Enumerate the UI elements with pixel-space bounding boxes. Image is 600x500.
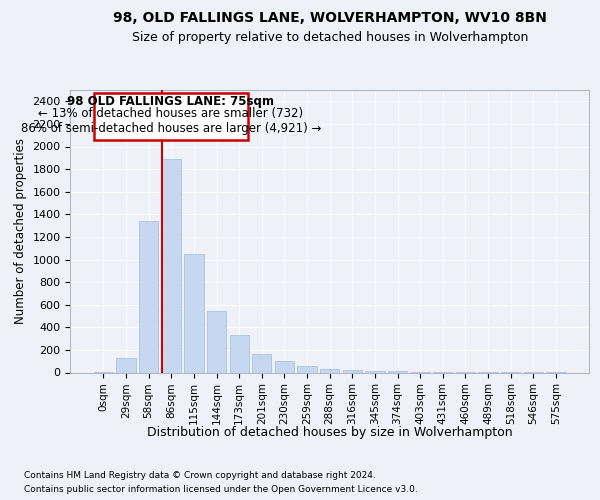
Text: 98, OLD FALLINGS LANE, WOLVERHAMPTON, WV10 8BN: 98, OLD FALLINGS LANE, WOLVERHAMPTON, WV… <box>113 10 547 24</box>
Text: Contains HM Land Registry data © Crown copyright and database right 2024.: Contains HM Land Registry data © Crown c… <box>24 472 376 480</box>
Bar <box>230 334 249 372</box>
Text: Size of property relative to detached houses in Wolverhampton: Size of property relative to detached ho… <box>132 31 528 44</box>
Bar <box>184 254 203 372</box>
Text: Distribution of detached houses by size in Wolverhampton: Distribution of detached houses by size … <box>147 426 513 439</box>
Text: 86% of semi-detached houses are larger (4,921) →: 86% of semi-detached houses are larger (… <box>21 122 321 135</box>
Text: 98 OLD FALLINGS LANE: 75sqm: 98 OLD FALLINGS LANE: 75sqm <box>67 95 274 108</box>
Bar <box>252 354 271 372</box>
Bar <box>275 360 294 372</box>
Bar <box>343 370 362 372</box>
Text: Contains public sector information licensed under the Open Government Licence v3: Contains public sector information licen… <box>24 484 418 494</box>
Bar <box>161 159 181 372</box>
Bar <box>207 311 226 372</box>
Bar <box>139 221 158 372</box>
Bar <box>320 369 340 372</box>
Bar <box>116 358 136 372</box>
Bar <box>365 371 385 372</box>
Y-axis label: Number of detached properties: Number of detached properties <box>14 138 26 324</box>
Bar <box>298 366 317 372</box>
FancyBboxPatch shape <box>94 94 248 140</box>
Text: ← 13% of detached houses are smaller (732): ← 13% of detached houses are smaller (73… <box>38 107 304 120</box>
